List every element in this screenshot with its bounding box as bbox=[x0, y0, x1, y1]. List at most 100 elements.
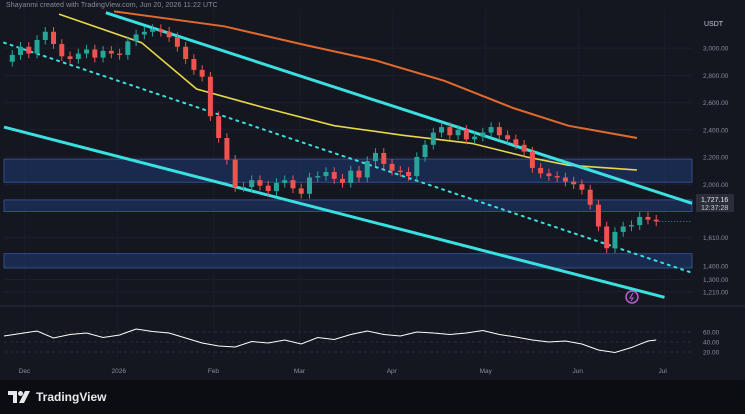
candle-body bbox=[141, 31, 147, 35]
candle-body bbox=[51, 31, 57, 45]
currency-label: USDT bbox=[704, 21, 724, 28]
last-price-label: 1,727.16 12:37:28 bbox=[696, 194, 734, 212]
candle-body bbox=[439, 127, 445, 133]
candle-body bbox=[447, 127, 453, 136]
candle-body bbox=[199, 69, 205, 77]
time-tick-label: Mar bbox=[294, 368, 306, 375]
candle-body bbox=[422, 144, 428, 158]
candle-body bbox=[587, 189, 593, 205]
rsi-tick-label: 60.00 bbox=[703, 330, 720, 337]
candle-body bbox=[207, 76, 213, 117]
candle-body bbox=[348, 170, 354, 183]
price-tick-label: 2,800.00 bbox=[703, 73, 729, 80]
price-axis[interactable]: 3,000.00 2,800.00 2,600.00 2,400.00 2,200.00… bbox=[703, 46, 729, 297]
candle-body bbox=[339, 178, 345, 183]
grid bbox=[4, 10, 692, 362]
footer-bar: TradingView bbox=[0, 380, 745, 414]
candle-body bbox=[455, 129, 461, 136]
support-resistance-zones bbox=[3, 158, 693, 269]
candle-body bbox=[653, 219, 659, 222]
candle-body bbox=[562, 177, 568, 182]
candle-body bbox=[26, 46, 32, 54]
candle-body bbox=[166, 31, 172, 38]
candle-body bbox=[472, 136, 478, 140]
zone-rect bbox=[3, 253, 693, 269]
candle-body bbox=[637, 216, 643, 226]
alert-marker[interactable] bbox=[625, 290, 639, 304]
rsi-grid bbox=[4, 331, 692, 353]
candle-body bbox=[133, 34, 139, 42]
candle-body bbox=[257, 180, 263, 186]
ma-fast-line bbox=[58, 13, 638, 171]
last-price-box bbox=[696, 194, 734, 212]
candle-body bbox=[282, 180, 288, 183]
candle-body bbox=[612, 231, 618, 249]
candle-body bbox=[389, 163, 395, 171]
candle-body bbox=[306, 177, 312, 194]
candle-body bbox=[273, 182, 279, 192]
price-tick-label: 1,610.00 bbox=[703, 235, 729, 242]
candle-body bbox=[9, 54, 15, 62]
candle-body bbox=[521, 144, 527, 152]
rsi-line bbox=[3, 328, 657, 354]
candle-body bbox=[373, 152, 379, 162]
candle-body bbox=[125, 41, 131, 55]
candle-body bbox=[356, 170, 362, 178]
candle-body bbox=[75, 53, 81, 60]
candle-body bbox=[463, 129, 469, 140]
price-tick-label: 1,210.00 bbox=[703, 289, 729, 296]
candle-body bbox=[645, 216, 651, 220]
candle-body bbox=[92, 49, 98, 58]
channel-mid-dotted-line bbox=[3, 41, 693, 274]
candle-body bbox=[538, 167, 544, 174]
tradingview-icon bbox=[8, 391, 30, 403]
candle-body bbox=[216, 116, 222, 138]
time-tick-label: Apr bbox=[387, 368, 398, 375]
candle-body bbox=[406, 172, 412, 177]
candle-body bbox=[579, 184, 585, 190]
candle-body bbox=[224, 137, 230, 160]
candle-body bbox=[323, 172, 329, 177]
rsi-axis[interactable]: 60.00 40.00 20.00 bbox=[703, 330, 720, 357]
price-tick-label: 2,000.00 bbox=[703, 182, 729, 189]
candle-body bbox=[364, 161, 370, 178]
channel-lower-line bbox=[3, 125, 665, 299]
candle-body bbox=[290, 180, 296, 189]
candle-body bbox=[298, 188, 304, 194]
candle-body bbox=[18, 46, 24, 55]
candle-body bbox=[100, 50, 106, 58]
zone-rect bbox=[3, 158, 693, 183]
candle-body bbox=[628, 225, 634, 227]
time-axis[interactable]: Dec 2026 Feb Mar Apr May Jun Jul bbox=[19, 368, 668, 375]
candle-body bbox=[150, 29, 156, 32]
zone-rect bbox=[3, 199, 693, 212]
candle-body bbox=[34, 39, 40, 54]
candle-body bbox=[183, 46, 189, 60]
candle-body bbox=[529, 151, 535, 168]
candle-body bbox=[604, 226, 610, 249]
candle-body bbox=[397, 170, 403, 173]
rsi-tick-label: 20.00 bbox=[703, 350, 720, 357]
chart-canvas: 3,000.00 2,800.00 2,600.00 2,400.00 2,200.00… bbox=[0, 10, 745, 375]
time-tick-label: Jun bbox=[572, 368, 583, 375]
time-tick-label: Feb bbox=[208, 368, 220, 375]
tradingview-logo[interactable]: TradingView bbox=[8, 390, 106, 404]
candle-body bbox=[59, 44, 65, 57]
candle-body bbox=[67, 56, 73, 60]
candle-body bbox=[546, 173, 552, 177]
candle-body bbox=[620, 226, 626, 232]
last-price-countdown: 12:37:28 bbox=[701, 205, 728, 212]
price-tick-label: 3,000.00 bbox=[703, 46, 729, 53]
candle-body bbox=[265, 185, 271, 192]
candle-body bbox=[42, 31, 48, 40]
candle-body bbox=[331, 172, 337, 179]
time-tick-label: May bbox=[480, 368, 493, 375]
tradingview-brand: TradingView bbox=[36, 390, 107, 404]
candle-body bbox=[513, 139, 519, 145]
time-tick-label: 2026 bbox=[112, 368, 127, 375]
lightning-icon bbox=[629, 292, 634, 302]
time-tick-label: Jul bbox=[658, 368, 667, 375]
candle-body bbox=[117, 53, 123, 55]
price-tick-label: 1,400.00 bbox=[703, 263, 729, 270]
